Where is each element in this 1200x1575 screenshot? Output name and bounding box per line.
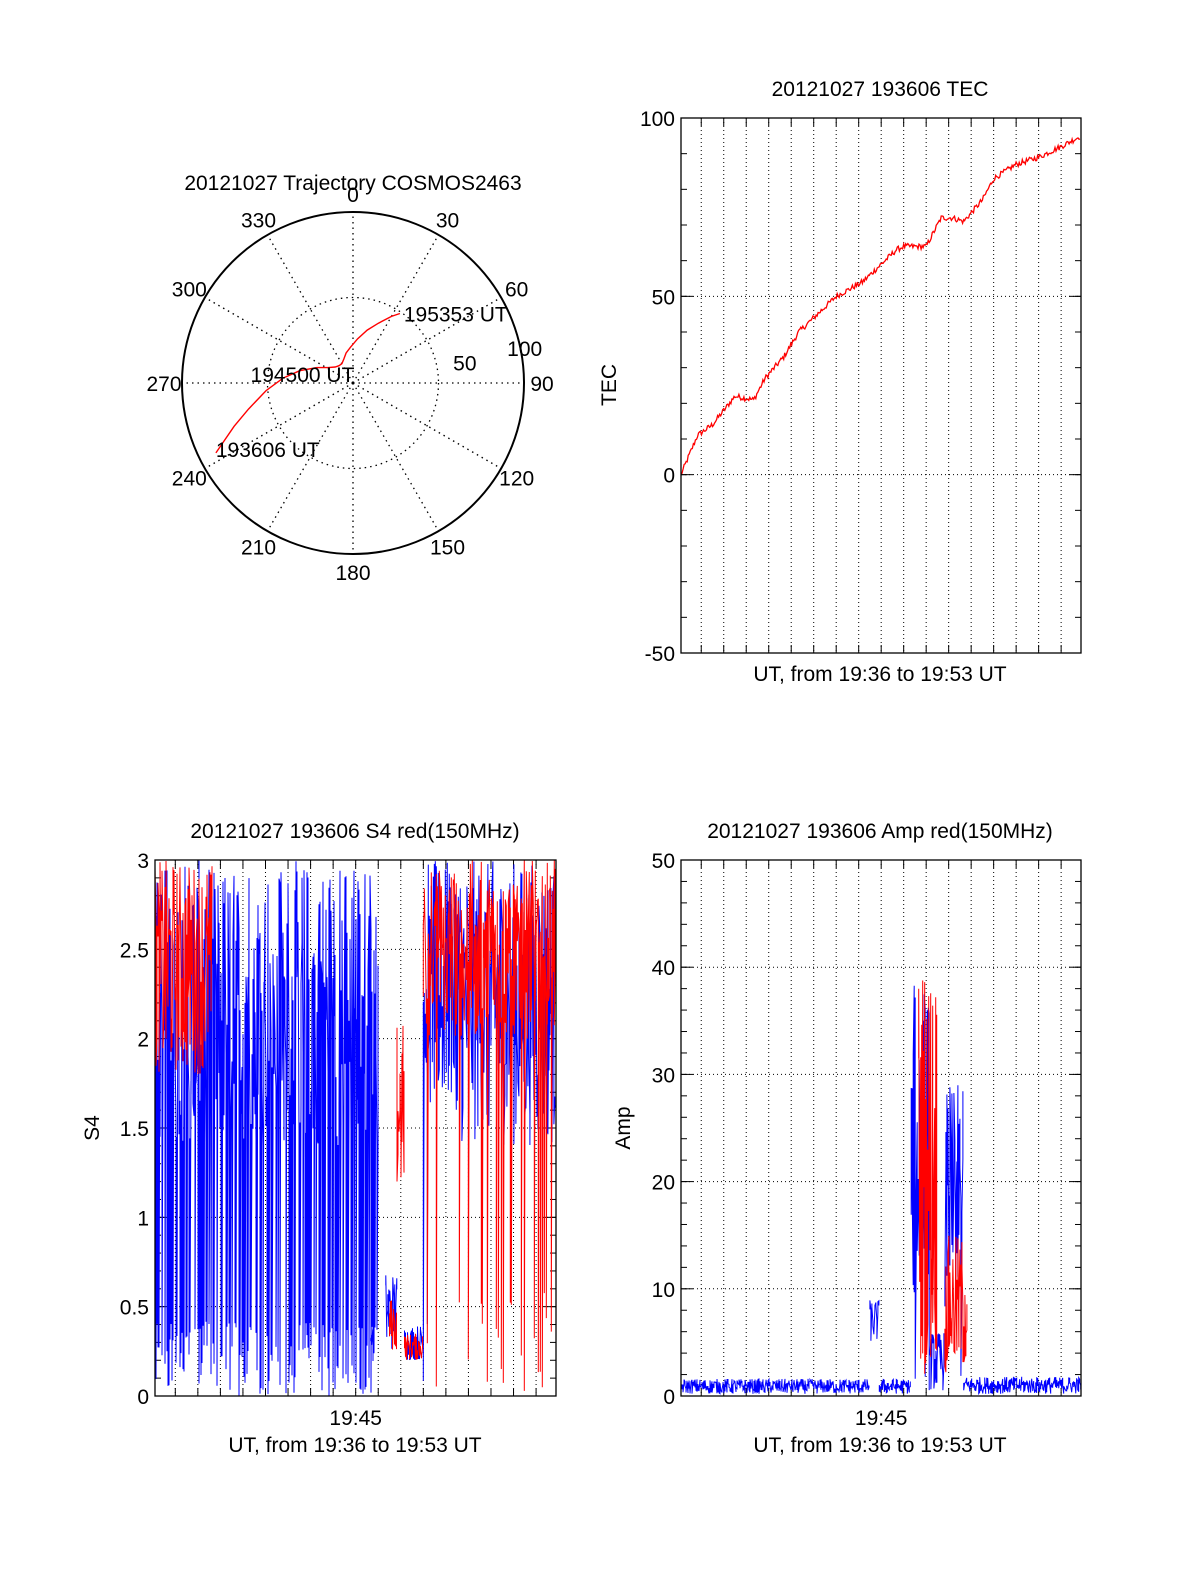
series-group [681, 980, 1081, 1396]
y-tick-label: 0 [663, 1386, 675, 1409]
tec-panel: 20121027 193606 TEC TEC UT, from 19:36 t… [598, 78, 1082, 686]
tec-xlabel: UT, from 19:36 to 19:53 UT [753, 663, 1006, 686]
polar-spoke [352, 382, 440, 532]
plot-frame [154, 859, 557, 1397]
y-tick-label: 20 [652, 1172, 675, 1195]
polar-spoke [352, 234, 440, 384]
tec-plot: -50 0 50 100 [640, 108, 1082, 666]
plot-frame [680, 859, 1082, 1397]
polar-panel: 20121027 Trajectory COSMOS2463 0 30 60 90 12… [146, 172, 553, 585]
polar-spoke [204, 382, 354, 470]
s4-xlabel: UT, from 19:36 to 19:53 UT [228, 1434, 481, 1457]
y-tick-label: 0 [137, 1386, 149, 1409]
red-series-line [681, 136, 1081, 475]
polar-series [215, 312, 401, 454]
time-annotation: 194500 UT [251, 364, 355, 387]
radial-tick-label: 50 [453, 352, 476, 375]
red-series-line [918, 980, 968, 1374]
polar-spoke [266, 382, 354, 532]
y-tick-label: 1.5 [120, 1118, 149, 1141]
azimuth-tick-label: 60 [505, 279, 528, 302]
amp-plot: 0 10 20 30 40 50 19:45 [652, 850, 1082, 1430]
azimuth-tick-label: 270 [146, 373, 181, 396]
azimuth-tick-label: 0 [347, 184, 359, 207]
y-tick-label: 3 [137, 850, 149, 873]
polar-spoke [266, 234, 354, 384]
red-series-line [155, 860, 556, 1391]
y-tick-label: 50 [652, 286, 675, 309]
azimuth-tick-label: 90 [530, 373, 553, 396]
azimuth-tick-label: 150 [430, 537, 465, 560]
y-tick-label: 0.5 [120, 1297, 149, 1320]
s4-title: 20121027 193606 S4 red(150MHz) [190, 820, 519, 843]
time-annotation: 195353 UT [404, 304, 508, 327]
amp-title: 20121027 193606 Amp red(150MHz) [707, 820, 1053, 843]
polar-title: 20121027 Trajectory COSMOS2463 [184, 172, 521, 195]
amp-panel: 20121027 193606 Amp red(150MHz) Amp UT, … [612, 820, 1082, 1457]
y-tick-label: 100 [640, 108, 675, 131]
y-tick-label: 2.5 [120, 939, 149, 962]
tec-title: 20121027 193606 TEC [772, 78, 989, 101]
azimuth-tick-label: 240 [172, 468, 207, 491]
series-group [681, 136, 1081, 475]
y-tick-label: 2 [137, 1029, 149, 1052]
azimuth-tick-label: 180 [335, 562, 370, 585]
polar-spoke [204, 296, 354, 384]
y-tick-label: 0 [663, 465, 675, 488]
trajectory-line [215, 312, 401, 454]
polar-grid [181, 211, 525, 555]
y-tick-label: 30 [652, 1064, 675, 1087]
plot-frame [680, 117, 1082, 654]
y-tick-label: 10 [652, 1279, 675, 1302]
tec-ylabel: TEC [598, 364, 621, 406]
time-annotation: 193606 UT [216, 439, 320, 462]
series-group [155, 860, 556, 1396]
azimuth-tick-label: 210 [241, 537, 276, 560]
azimuth-tick-label: 120 [499, 468, 534, 491]
y-tick-label: 1 [137, 1207, 149, 1230]
y-tick-label: 40 [652, 957, 675, 980]
x-tick-label: 19:45 [329, 1407, 382, 1430]
azimuth-tick-label: 30 [436, 209, 459, 232]
polar-spoke [352, 382, 502, 470]
polar-spoke [352, 296, 502, 384]
s4-ylabel: S4 [81, 1115, 104, 1141]
s4-plot: 0 0.5 1 1.5 2 2.5 3 19:45 [120, 850, 557, 1430]
polar-grid-circle [266, 296, 440, 470]
y-tick-label: -50 [645, 643, 675, 666]
polar-labels: 0 30 60 90 120 150 180 210 240 270 300 330 50 100 1936… [146, 184, 553, 585]
azimuth-tick-label: 300 [172, 279, 207, 302]
amp-xlabel: UT, from 19:36 to 19:53 UT [753, 1434, 1006, 1457]
y-tick-label: 50 [652, 850, 675, 873]
radial-tick-label: 100 [507, 338, 542, 361]
amp-ylabel: Amp [612, 1106, 635, 1149]
s4-panel: 20121027 193606 S4 red(150MHz) S4 UT, fr… [81, 820, 557, 1457]
azimuth-tick-label: 330 [241, 209, 276, 232]
x-tick-label: 19:45 [855, 1407, 908, 1430]
